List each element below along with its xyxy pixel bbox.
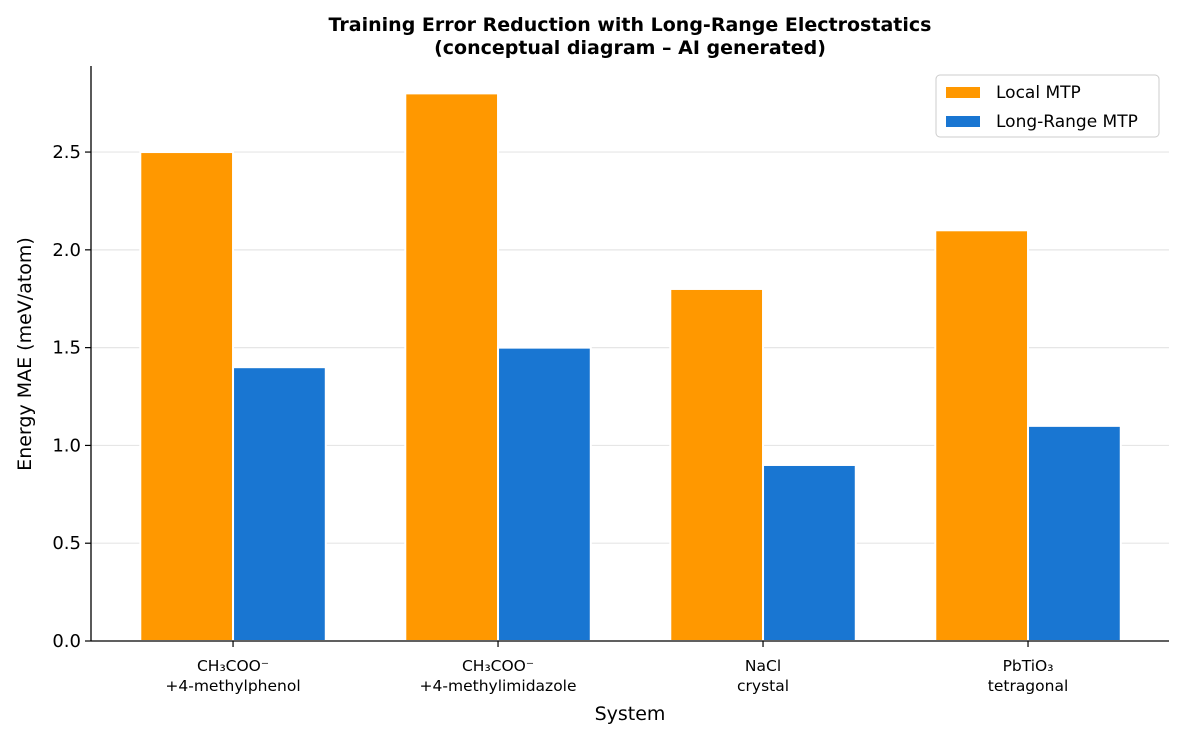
- y-tick-label: 2.5: [52, 142, 81, 163]
- chart-title: Training Error Reduction with Long-Range…: [329, 14, 932, 36]
- bar-long-range-mtp: [762, 463, 857, 642]
- y-tick-label: 0.5: [52, 533, 81, 554]
- y-tick-label: 1.5: [52, 338, 81, 359]
- bar-local-mtp: [669, 287, 765, 642]
- y-tick-label: 1.0: [52, 435, 81, 456]
- x-tick-label: PbTiO₃: [1003, 657, 1054, 675]
- legend: Local MTP Long-Range MTP: [935, 74, 1160, 138]
- chart-subtitle: (conceptual diagram – AI generated): [434, 37, 826, 59]
- y-tick-label: 0.0: [52, 631, 81, 652]
- legend-swatch: [946, 87, 980, 98]
- legend-label: Long-Range MTP: [996, 112, 1138, 132]
- y-tick-label: 2.0: [52, 240, 81, 261]
- x-tick-label: +4-methylphenol: [165, 677, 300, 695]
- x-tick-label: CH₃COO⁻: [462, 657, 534, 675]
- x-tick-label: +4-methylimidazole: [420, 677, 577, 695]
- x-axis-label: System: [595, 703, 666, 725]
- x-tick-label: crystal: [737, 677, 789, 695]
- bar-long-range-mtp: [1027, 424, 1122, 642]
- bar-long-range-mtp: [497, 346, 592, 642]
- legend-swatch: [946, 116, 980, 127]
- bar-local-mtp: [934, 229, 1030, 643]
- legend-label: Local MTP: [996, 83, 1081, 103]
- x-tick-label: NaCl: [745, 657, 781, 675]
- bar-local-mtp: [404, 92, 500, 642]
- y-axis-label: Energy MAE (meV/atom): [14, 237, 36, 471]
- bar-local-mtp: [139, 151, 235, 643]
- bar-long-range-mtp: [232, 366, 327, 642]
- x-tick-label: CH₃COO⁻: [197, 657, 269, 675]
- x-tick-label: tetragonal: [988, 677, 1069, 695]
- legend-frame: [935, 74, 1160, 138]
